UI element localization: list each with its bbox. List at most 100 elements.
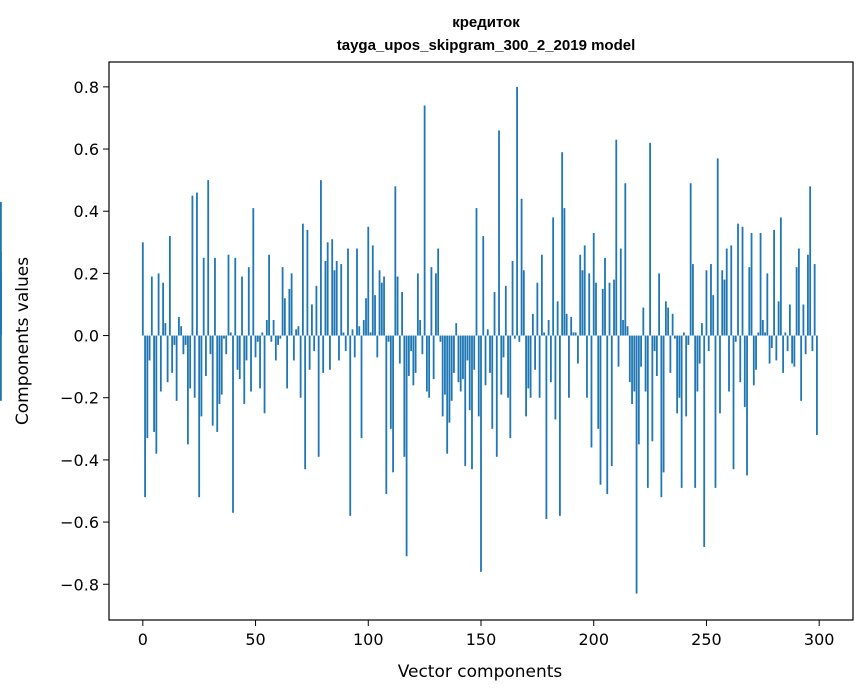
bar <box>755 335 757 370</box>
bar <box>698 335 701 364</box>
bar <box>667 307 670 336</box>
bar <box>604 257 606 336</box>
bar <box>211 335 214 426</box>
bar <box>405 335 408 557</box>
bar <box>498 130 500 336</box>
bar <box>486 329 489 336</box>
bar <box>401 292 403 336</box>
bar <box>504 285 507 336</box>
bar <box>320 180 322 336</box>
bar <box>764 332 766 336</box>
bar <box>705 270 708 336</box>
bar <box>513 335 516 339</box>
bar <box>299 335 302 398</box>
bar <box>637 335 640 445</box>
bar <box>595 282 597 336</box>
bar <box>416 273 419 336</box>
bar <box>489 335 491 373</box>
bar <box>385 335 388 495</box>
bar <box>622 320 624 336</box>
bar <box>561 152 564 336</box>
bar <box>782 335 785 373</box>
bar <box>383 276 385 336</box>
bar <box>531 313 534 336</box>
bar <box>252 208 255 336</box>
bar <box>162 282 165 336</box>
bar <box>520 198 523 336</box>
bar <box>0 201 2 336</box>
bar <box>256 335 259 342</box>
bar <box>247 267 250 336</box>
bar <box>599 335 602 485</box>
bar <box>446 335 449 454</box>
bar <box>403 335 406 457</box>
bar <box>394 186 397 336</box>
bar <box>439 335 442 342</box>
bar <box>484 335 487 386</box>
bar <box>529 335 532 398</box>
bar <box>673 335 676 339</box>
bar <box>683 332 685 336</box>
bar <box>527 335 530 389</box>
y-tick-label: 0.8 <box>74 78 99 97</box>
bar <box>331 239 334 336</box>
bar <box>565 313 568 336</box>
y-axis-ticks: −0.8 −0.6 −0.4 −0.2 0.0 0.2 0.4 0.6 0.8 <box>60 78 109 594</box>
bar <box>725 248 728 336</box>
bar <box>150 276 153 336</box>
bar <box>549 335 552 383</box>
bar <box>761 320 764 336</box>
bar <box>671 313 674 336</box>
bar <box>171 335 174 373</box>
bar <box>272 320 275 336</box>
bar <box>658 273 661 336</box>
x-axis-label: Vector components <box>398 662 563 682</box>
bar <box>664 301 667 336</box>
bar <box>518 335 521 342</box>
bar <box>586 335 588 398</box>
bar <box>421 335 424 355</box>
bar <box>277 335 279 345</box>
bar <box>509 335 512 439</box>
bar <box>166 335 169 383</box>
bar <box>232 335 234 513</box>
bar <box>597 335 600 429</box>
bar <box>797 248 800 336</box>
bar <box>308 335 311 370</box>
bar <box>592 232 595 336</box>
bar <box>349 335 352 516</box>
bar <box>502 335 505 358</box>
bar <box>448 335 451 423</box>
bar <box>669 335 672 373</box>
bar <box>329 335 331 370</box>
y-tick-label: −0.6 <box>60 513 99 532</box>
bar <box>198 335 201 498</box>
bar <box>265 320 268 336</box>
bar <box>358 326 361 336</box>
chart-subtitle: tayga_upos_skipgram_300_2_2019 model <box>337 37 636 54</box>
bar <box>380 282 383 336</box>
x-tick-label: 0 <box>138 630 148 649</box>
bar <box>804 335 807 355</box>
bar <box>743 335 746 408</box>
bar <box>297 326 300 336</box>
bar <box>649 142 651 336</box>
bar <box>692 264 694 336</box>
bar <box>631 335 633 404</box>
bar <box>807 254 809 336</box>
bar <box>482 236 485 336</box>
bar <box>459 335 462 392</box>
bar <box>326 242 329 336</box>
bar <box>741 226 744 336</box>
x-axis-ticks: 0 50 100 150 200 250 300 <box>138 620 834 649</box>
bar <box>340 264 343 336</box>
bar <box>538 335 541 398</box>
bar <box>304 335 307 470</box>
bar <box>633 335 636 392</box>
bar <box>144 335 146 498</box>
bar <box>227 254 230 336</box>
bar <box>335 260 338 336</box>
bar <box>410 335 413 352</box>
bar <box>374 295 376 336</box>
bar <box>689 183 692 336</box>
